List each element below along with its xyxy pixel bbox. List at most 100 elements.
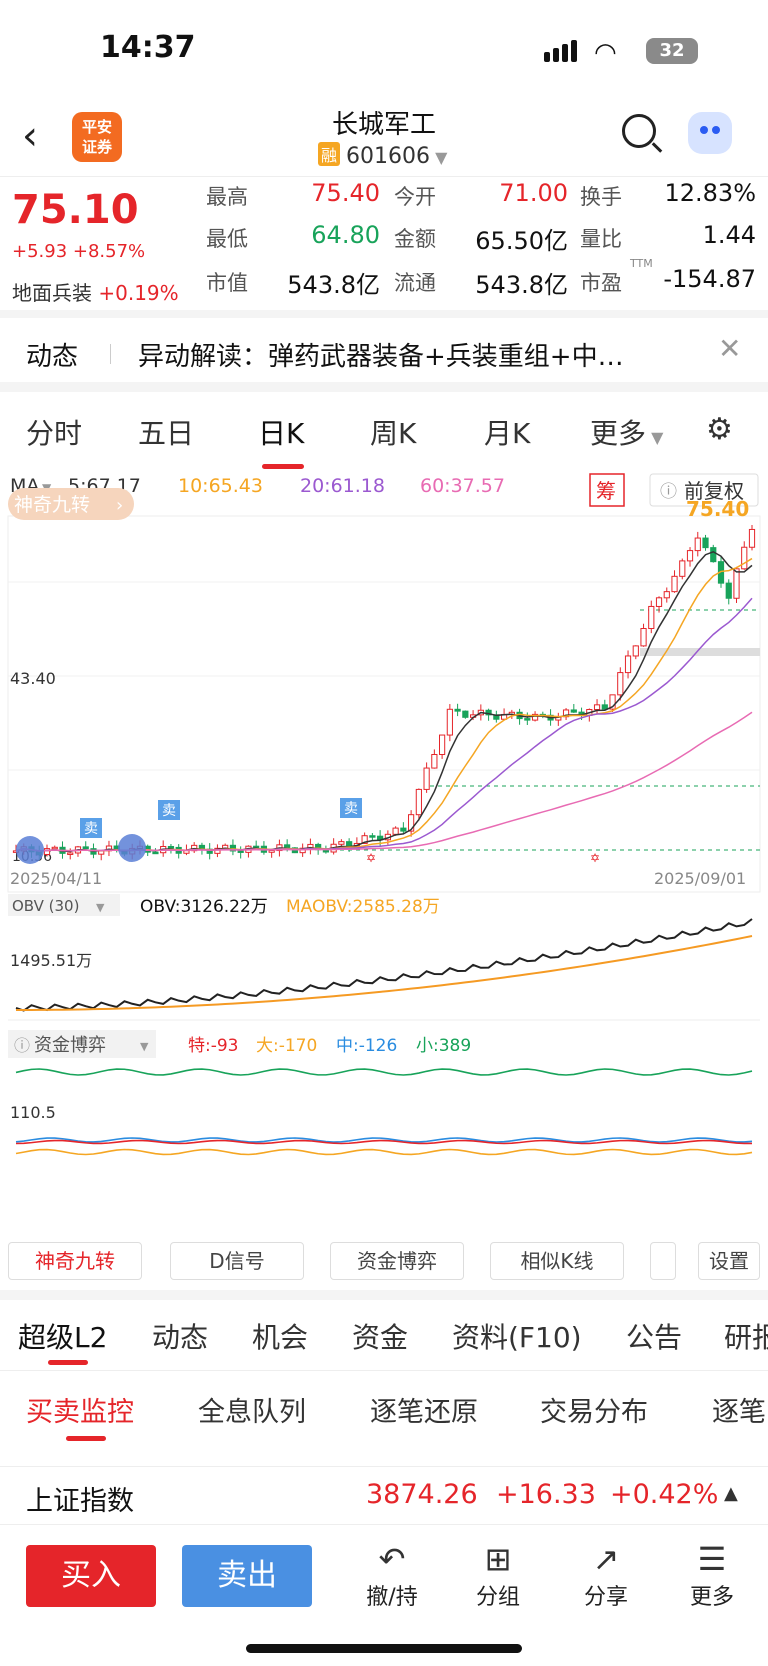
index-value: 3874.26	[366, 1479, 478, 1510]
maobv-value: MAOBV:2585.28万	[286, 897, 440, 917]
ttm-label: TTM	[630, 257, 653, 270]
candle	[237, 850, 244, 853]
search-icon[interactable]	[622, 114, 656, 148]
tab-intraday[interactable]: 分时	[26, 417, 83, 450]
ma60-value: 60:37.57	[420, 475, 505, 497]
tab-more-label: 更多	[590, 417, 647, 450]
close-icon[interactable]: ✕	[718, 332, 742, 365]
buy-button[interactable]: 买入	[26, 1545, 156, 1607]
share-button[interactable]: ↗ 分享	[566, 1539, 646, 1611]
tab-weekly-k[interactable]: 周K	[370, 417, 417, 450]
news-ticker[interactable]: 动态 异动解读：弹药武器装备+兵装重组+中… ✕	[0, 310, 768, 382]
share-icon: ↗	[592, 1540, 620, 1578]
candle	[446, 708, 453, 736]
detail-tabs: 超级L2 动态 机会 资金 资料(F10) 公告 研报 买卖监控 全息队列 逐笔…	[0, 1290, 768, 1441]
back-icon[interactable]: ‹	[22, 113, 38, 159]
obv-line	[15, 918, 753, 1012]
btn-fund-game[interactable]: 资金博弈	[330, 1242, 464, 1280]
index-name: 上证指数	[26, 1486, 134, 1517]
tab-five-day[interactable]: 五日	[138, 417, 195, 450]
index-bar[interactable]: 上证指数 3874.26 +16.33 +0.42% ▲	[0, 1466, 768, 1524]
news-tag: 动态	[26, 342, 79, 372]
fund-large-line	[15, 1148, 753, 1156]
quote-label-high: 最高	[206, 185, 248, 209]
candle	[679, 560, 686, 577]
tab-more[interactable]: 更多 ▼	[590, 412, 663, 452]
fuquan-button[interactable]	[649, 473, 759, 507]
ma60-line	[15, 711, 753, 852]
subtab-trade-monitor[interactable]: 买卖监控	[26, 1397, 134, 1428]
fund-title: 资金博弈	[34, 1035, 106, 1056]
obv-selector[interactable]	[8, 894, 120, 916]
tab-funds[interactable]: 资金	[352, 1321, 409, 1354]
chip-button[interactable]	[589, 473, 625, 507]
candle	[415, 788, 422, 816]
tab-daily-k[interactable]: 日K	[258, 417, 305, 450]
signal-icon	[544, 40, 580, 62]
candle	[167, 845, 175, 849]
sell-button[interactable]: 卖出	[182, 1545, 312, 1607]
x-axis-date-start: 2025/04/11	[10, 869, 102, 888]
sector-info[interactable]: 地面兵装 +0.19%	[12, 277, 179, 306]
candle	[725, 582, 732, 599]
svg-text:卖: 卖	[344, 801, 358, 817]
stock-code: 601606	[346, 144, 430, 169]
candle	[229, 844, 237, 852]
battery-icon: 32	[646, 38, 698, 64]
tab-super-l2[interactable]: 超级L2	[18, 1321, 108, 1354]
fund-zhong: 中:-126	[336, 1036, 397, 1056]
group-button[interactable]: ⊞ 分组	[458, 1539, 538, 1611]
kline-chart-area[interactable]: MA ▼ 5:67.17 10:65.43 20:61.18 60:37.57 …	[0, 464, 768, 1244]
candle	[67, 852, 74, 855]
broker-logo[interactable]: 平安 证券	[72, 112, 122, 162]
btn-settings[interactable]: 设置	[698, 1242, 760, 1280]
undo-icon: ↶	[378, 1540, 406, 1578]
candle	[741, 546, 748, 570]
quote-label-float: 流通	[394, 271, 436, 295]
candle	[624, 655, 632, 674]
subtab-tick-restore[interactable]: 逐笔还原	[370, 1397, 478, 1428]
menu-icon: ☰	[697, 1540, 727, 1578]
caret-up-icon[interactable]: ▲	[724, 1483, 738, 1504]
tab-opportunity[interactable]: 机会	[252, 1321, 309, 1354]
fund-selector[interactable]	[8, 1030, 156, 1058]
subtab-queue[interactable]: 全息队列	[198, 1397, 306, 1428]
candle	[570, 709, 577, 713]
tab-announce[interactable]: 公告	[626, 1321, 683, 1354]
candle	[531, 713, 539, 721]
candle	[601, 704, 608, 710]
btn-partial[interactable]	[650, 1242, 676, 1280]
candle	[268, 850, 275, 853]
candle	[462, 710, 469, 718]
status-bar: 14:37 ◠ 32	[0, 0, 768, 100]
stock-code-selector[interactable]: 融 601606 ▼	[318, 142, 447, 169]
expand-icon[interactable]	[118, 834, 146, 862]
gear-icon[interactable]: ⚙	[706, 412, 733, 447]
cancel-hold-button[interactable]: ↶ 撤/持	[352, 1539, 432, 1611]
tab-dynamics[interactable]: 动态	[152, 1321, 209, 1354]
tab-f10[interactable]: 资料(F10)	[452, 1321, 582, 1354]
btn-jiuzhuan[interactable]: 神奇九转	[8, 1242, 142, 1280]
y-axis-label-mid: 43.40	[10, 669, 56, 688]
tab-research[interactable]: 研报	[724, 1321, 768, 1354]
subtab-tick[interactable]: 逐笔	[712, 1397, 766, 1428]
group-label: 分组	[475, 1585, 520, 1610]
btn-d-signal[interactable]: D信号	[170, 1242, 304, 1280]
caret-down-icon: ▼	[430, 148, 448, 167]
share-label: 分享	[583, 1585, 628, 1610]
last-price: 75.10	[12, 187, 139, 233]
candle	[51, 846, 58, 850]
quote-value-open: 71.00	[499, 179, 568, 207]
tab-monthly-k[interactable]: 月K	[484, 417, 531, 450]
more-label: 更多	[689, 1585, 734, 1610]
assistant-robot-icon[interactable]	[688, 112, 732, 154]
jiuzhuan-badge[interactable]: 神奇九转 ›	[8, 488, 134, 520]
more-button[interactable]: ☰ 更多	[672, 1539, 752, 1611]
subtab-trade-dist[interactable]: 交易分布	[540, 1397, 648, 1428]
sector-name: 地面兵装	[12, 281, 92, 305]
chart-period-tabs: 分时 五日 日K 周K 月K 更多 ▼ ⚙	[0, 382, 768, 469]
btn-similar-k[interactable]: 相似K线	[490, 1242, 624, 1280]
expand-left-icon[interactable]	[16, 836, 44, 864]
index-change: +16.33	[496, 1479, 596, 1510]
